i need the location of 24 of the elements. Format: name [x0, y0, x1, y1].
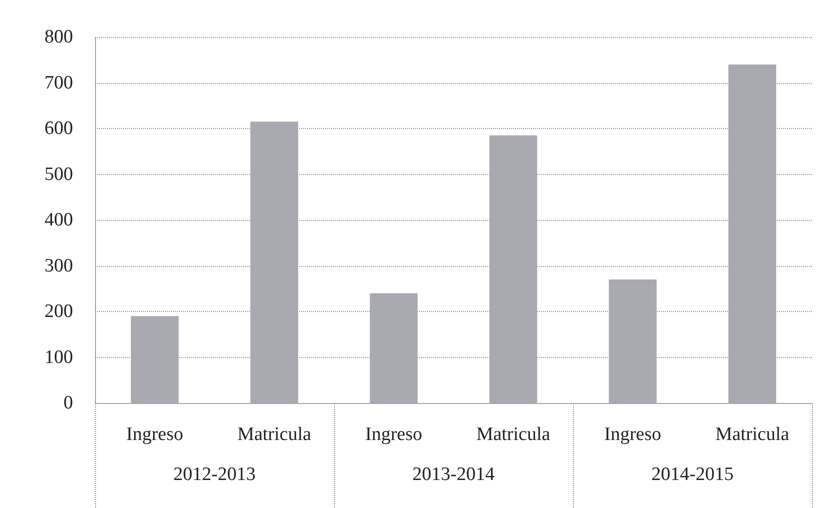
x-tick-label: Matricula [715, 424, 790, 445]
x-tick-label: Matricula [237, 424, 312, 445]
y-tick-label: 0 [64, 392, 73, 414]
bar [608, 279, 657, 403]
y-tick-label: 100 [44, 346, 73, 368]
y-tick-label: 800 [44, 26, 73, 48]
x-tick-label: Matricula [476, 424, 551, 445]
bar [250, 122, 298, 403]
bar [489, 135, 538, 403]
y-tick-label: 300 [44, 255, 73, 276]
bar [728, 64, 776, 403]
bar [370, 293, 418, 403]
x-tick-label: Ingreso [126, 424, 184, 445]
text: 2014-2015 [651, 464, 734, 485]
text: 2012-2013 [173, 464, 256, 485]
y-tick-label: 700 [44, 72, 73, 94]
x-tick-label: Ingreso [365, 424, 422, 445]
x-tick-label: Ingreso [604, 424, 662, 445]
y-tick-label: 200 [44, 301, 73, 322]
y-tick-label: 600 [44, 118, 73, 139]
text: 2013-2014 [412, 464, 496, 485]
y-tick-label: 500 [44, 164, 73, 185]
bar [130, 316, 179, 403]
y-tick-label: 400 [44, 210, 73, 230]
